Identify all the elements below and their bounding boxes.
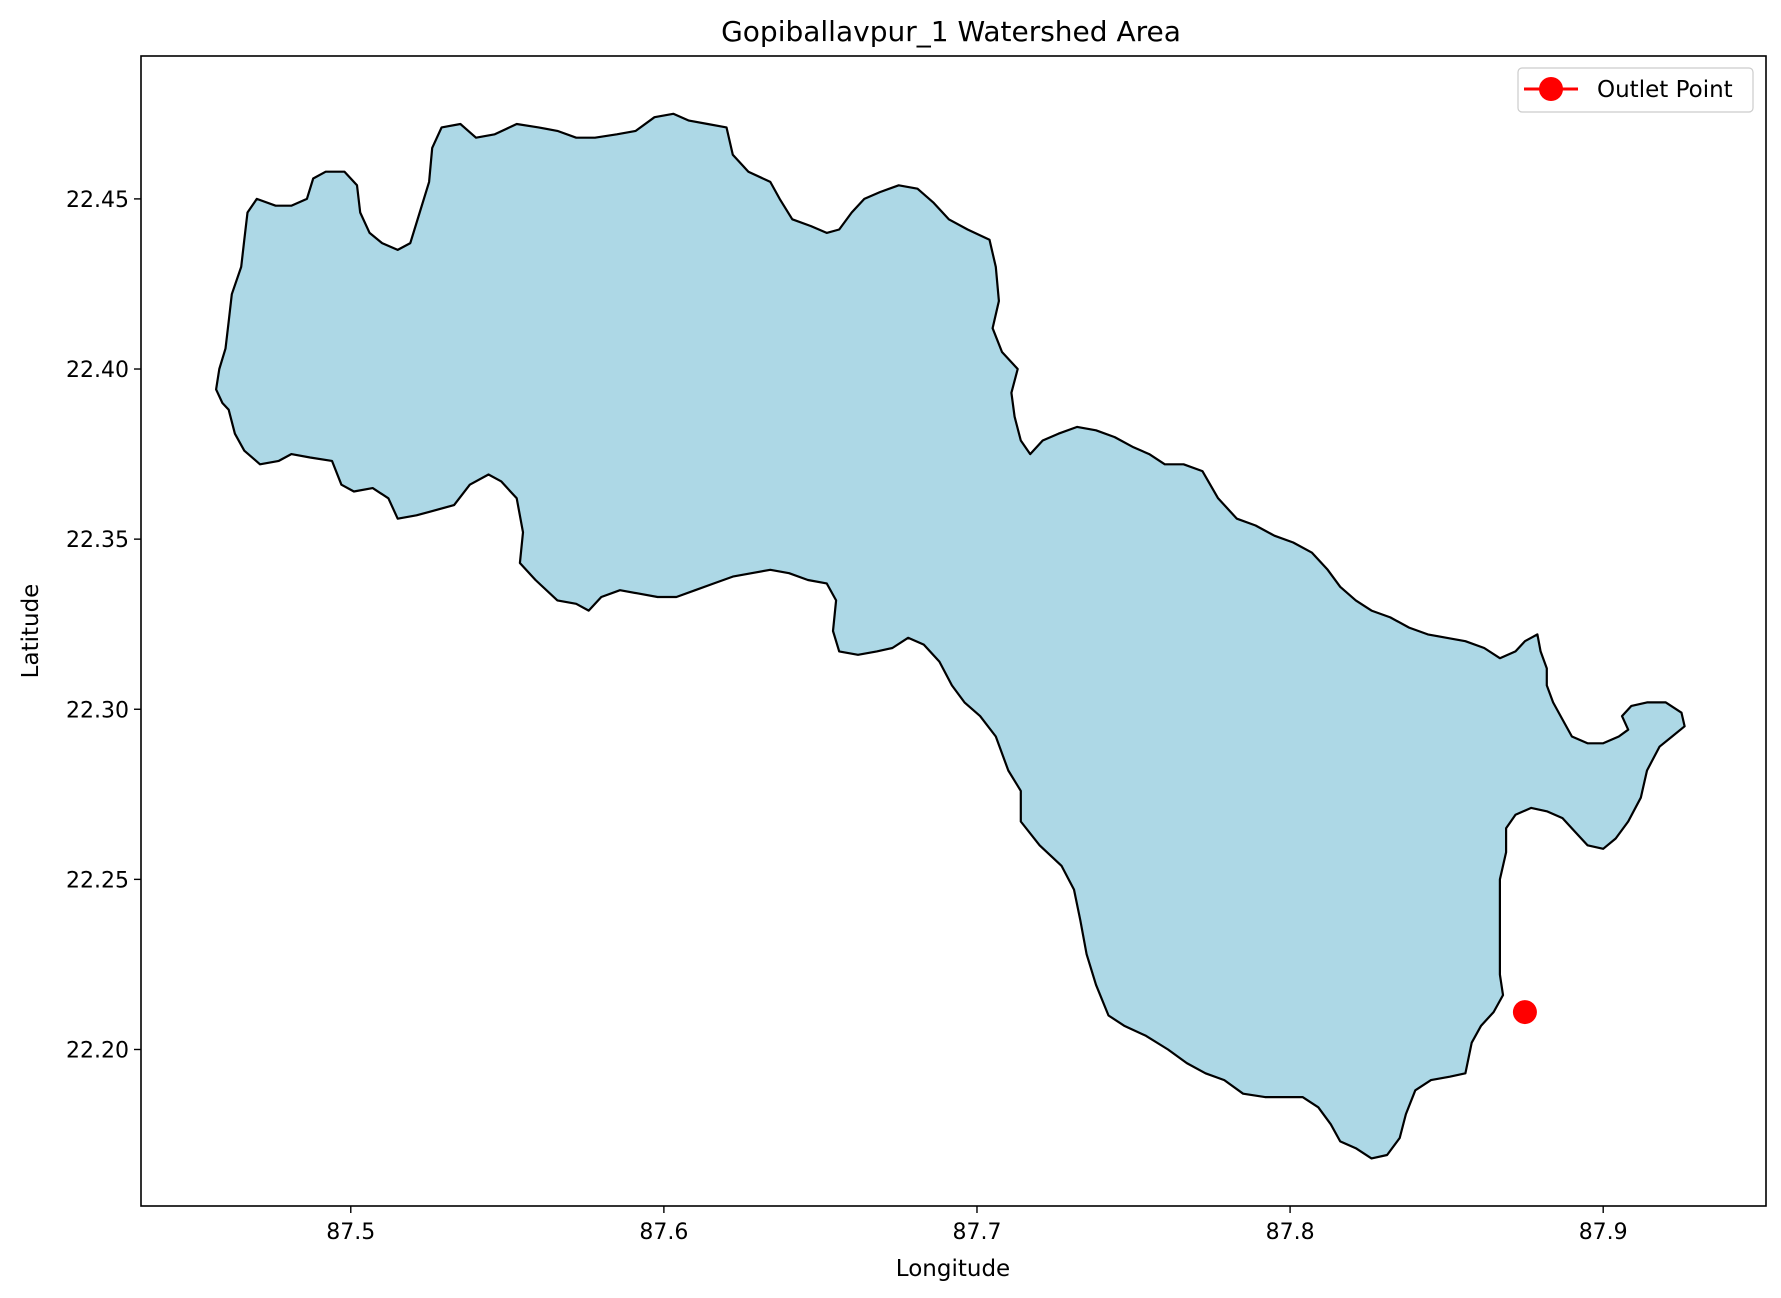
legend: Outlet Point	[1517, 67, 1754, 113]
x-tick-label: 87.8	[1266, 1220, 1315, 1245]
x-axis-label: Longitude	[896, 1256, 1010, 1282]
x-tick-label: 87.9	[1579, 1220, 1628, 1245]
watershed-polygon[interactable]	[215, 112, 1686, 1160]
axes-frame	[140, 55, 1767, 1207]
legend-box	[1517, 67, 1754, 113]
x-tick-label: 87.7	[952, 1220, 1001, 1245]
outlet-point-marker[interactable]	[1512, 1000, 1537, 1025]
x-tick-label: 87.6	[639, 1220, 688, 1245]
y-tick-label: 22.25	[66, 868, 129, 893]
y-tick-label: 22.45	[66, 188, 129, 213]
legend-dot-marker	[1539, 77, 1563, 101]
legend-entry-outlet-point: Outlet Point	[1597, 77, 1733, 103]
x-axis-ticks: 87.5 87.6 87.7 87.8 87.9	[326, 1206, 1628, 1245]
chart-title: Gopiballavpur_1 Watershed Area	[721, 15, 1181, 48]
x-tick-label: 87.5	[326, 1220, 375, 1245]
y-axis-label: Latitude	[18, 584, 44, 679]
y-tick-label: 22.20	[66, 1038, 129, 1063]
map-layer	[215, 112, 1686, 1160]
y-tick-label: 22.35	[66, 528, 129, 553]
y-tick-label: 22.30	[66, 698, 129, 723]
y-tick-label: 22.40	[66, 358, 129, 383]
y-axis-ticks: 22.20 22.25 22.30 22.35 22.40 22.45	[66, 188, 141, 1063]
